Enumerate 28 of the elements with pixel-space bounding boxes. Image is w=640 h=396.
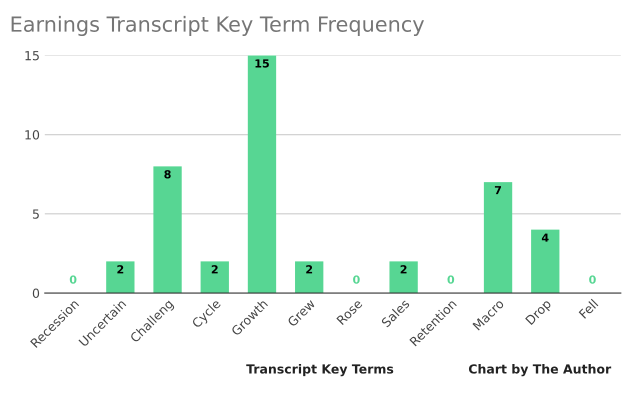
- data-label: 0: [589, 275, 596, 284]
- chart-title: Earnings Transcript Key Term Frequency: [12, 16, 424, 36]
- data-label: 8: [164, 170, 171, 178]
- bar: [389, 261, 418, 294]
- bar: [153, 166, 182, 294]
- data-label: 7: [494, 186, 502, 194]
- y-tick-label: 15: [25, 51, 39, 60]
- text: Chart by The Author: [468, 364, 612, 376]
- bar: [106, 261, 135, 294]
- x-tick-label: Fell: [578, 298, 598, 319]
- bar: [531, 230, 560, 294]
- data-label: 2: [212, 265, 218, 274]
- y-tick-label: 10: [25, 130, 40, 140]
- data-label: 2: [117, 265, 124, 274]
- data-label: 0: [448, 275, 454, 284]
- bar: [200, 261, 229, 294]
- data-label: 4: [542, 234, 549, 242]
- data-label: 0: [70, 275, 76, 284]
- bar: [248, 55, 276, 294]
- y-tick-label: 0: [32, 288, 40, 298]
- data-label: 2: [400, 265, 407, 274]
- x-axis-title: Transcript Key Terms: [246, 364, 394, 376]
- data-label: 0: [353, 275, 360, 284]
- bar: [484, 182, 512, 294]
- bar: [295, 261, 324, 294]
- y-tick-label: 5: [32, 209, 39, 219]
- data-label: 15: [256, 59, 269, 68]
- data-label: 2: [306, 265, 312, 274]
